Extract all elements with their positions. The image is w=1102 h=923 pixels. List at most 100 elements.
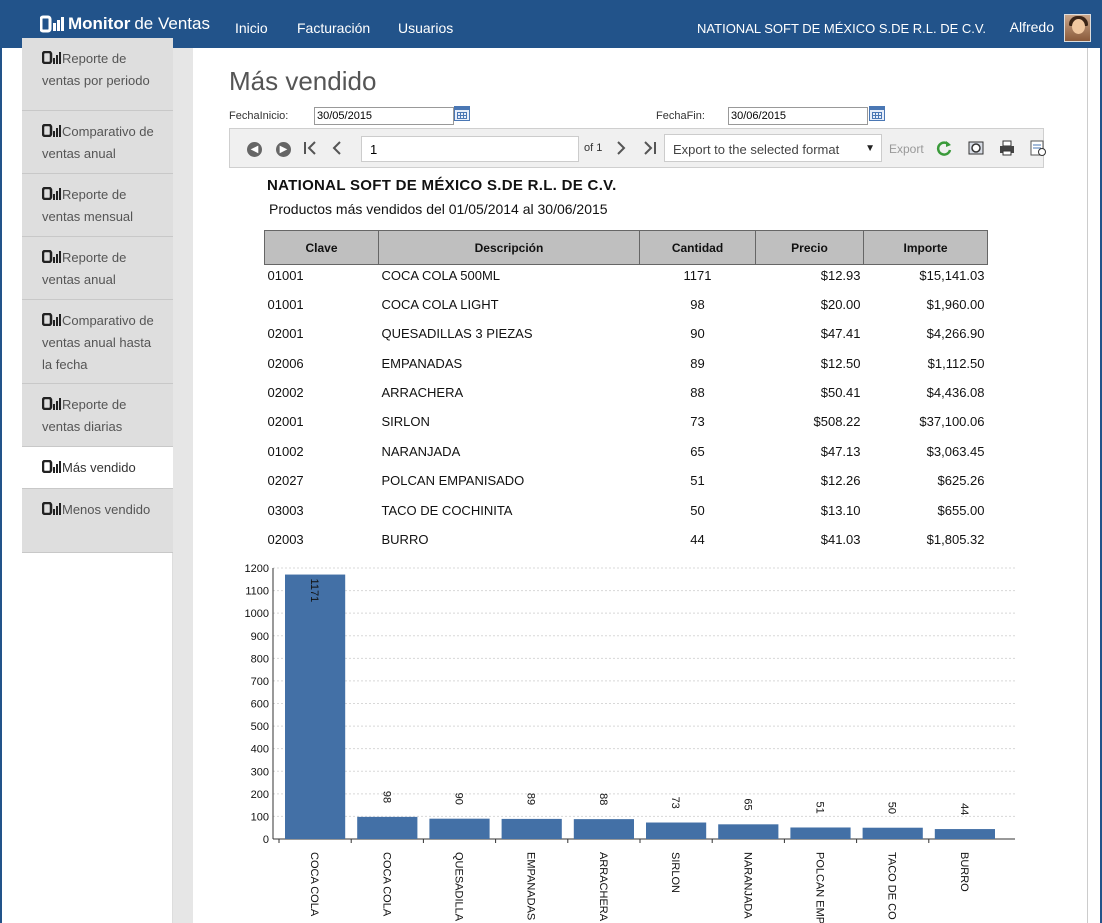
fecha-fin-input[interactable] [728, 107, 868, 125]
table-row: 02001 SIRLON 73 $508.22 $37,100.06 [265, 411, 988, 440]
next-page-icon[interactable] [612, 139, 630, 157]
cell-clave: 02002 [267, 385, 304, 401]
export-format-value: Export to the selected format [673, 142, 840, 157]
sidebar-item-label: Más vendido [62, 460, 136, 475]
bar[interactable] [718, 824, 779, 839]
sidebar-item-ventas-periodo[interactable]: Reporte de ventas por periodo [22, 38, 173, 111]
bar[interactable] [646, 822, 707, 839]
calendar-icon[interactable] [454, 106, 470, 121]
sidebar-item-comparativo-hasta-fecha[interactable]: Comparativo de ventas anual hasta la fec… [22, 300, 173, 384]
main-content: Más vendido FechaInicio: FechaFin: ◀ ▶ o… [193, 48, 1087, 923]
cell-clave: 03003 [267, 502, 304, 518]
calendar-icon[interactable] [869, 106, 885, 121]
sidebar-item-label: Reporte de ventas por periodo [42, 51, 150, 88]
cell-clave: 01002 [267, 443, 304, 459]
cell-descripcion: ARRACHERA [381, 385, 464, 401]
x-tick-label: EMPANADAS [525, 852, 537, 920]
sidebar-item-ventas-diarias[interactable]: Reporte de ventas diarias [22, 384, 173, 447]
cell-precio: $12.93 [820, 268, 861, 283]
nav-usuarios[interactable]: Usuarios [398, 20, 454, 36]
avatar-face [1072, 19, 1085, 34]
cell-precio: $50.41 [820, 385, 861, 401]
sidebar-item-ventas-mensual[interactable]: Reporte de ventas mensual [22, 174, 173, 237]
y-tick-label: 100 [251, 811, 269, 823]
refresh-icon[interactable] [935, 139, 953, 157]
y-tick-label: 800 [251, 653, 269, 665]
nav-inicio[interactable]: Inicio [235, 20, 268, 36]
sidebar-item-mas-vendido[interactable]: Más vendido [22, 447, 173, 489]
x-tick-label: NARANJADA [741, 852, 753, 919]
cell-cantidad: 44 [690, 532, 705, 548]
user-name[interactable]: Alfredo [1009, 19, 1054, 35]
sidebar-item-label: Menos vendido [62, 502, 151, 517]
prev-page-icon[interactable] [328, 139, 346, 157]
sidebar-item-comparativo-anual[interactable]: Comparativo de ventas anual [22, 111, 173, 174]
cell-cantidad: 90 [690, 326, 705, 342]
forward-icon[interactable]: ▶ [276, 142, 291, 157]
data-label: 50 [886, 802, 898, 814]
cell-descripcion: BURRO [381, 532, 429, 548]
column-header-descripcion: Descripción [378, 230, 640, 265]
cell-cantidad: 51 [690, 473, 705, 489]
bar[interactable] [285, 574, 346, 839]
cell-cantidad: 88 [690, 385, 705, 401]
data-label: 65 [741, 798, 753, 810]
cell-precio: $20.00 [820, 296, 861, 312]
y-tick-label: 200 [251, 789, 269, 801]
report-icon [41, 500, 62, 516]
cell-clave: 01001 [267, 296, 304, 312]
bar[interactable] [501, 818, 562, 839]
bar[interactable] [790, 827, 851, 839]
page-title: Más vendido [229, 66, 377, 96]
brand-logo[interactable]: Monitor de Ventas [39, 14, 210, 34]
sidebar-item-ventas-anual[interactable]: Reporte de ventas anual [22, 237, 173, 300]
bar[interactable] [357, 816, 418, 839]
y-tick-label: 300 [251, 766, 269, 778]
bar-chart: 0 100 200 300 400 500 600 700 800 900 1000 1100 1200… [245, 563, 1015, 923]
cell-clave: 02006 [267, 355, 304, 371]
bar[interactable] [573, 819, 634, 839]
bar[interactable] [862, 827, 923, 839]
first-page-icon[interactable] [302, 139, 320, 157]
cell-clave: 02003 [267, 532, 304, 548]
data-label: 44 [958, 803, 970, 815]
last-page-icon[interactable] [640, 139, 658, 157]
right-scroll-track[interactable] [1087, 48, 1102, 923]
left-frame [0, 48, 22, 923]
sidebar-item-menos-vendido[interactable]: Menos vendido [22, 489, 173, 553]
sidebar-item-label: Comparativo de ventas anual hasta la fec… [42, 313, 154, 372]
cell-importe: $4,436.08 [926, 385, 985, 401]
print-icon[interactable] [998, 139, 1016, 157]
zoom-page-icon[interactable] [967, 139, 985, 157]
back-icon[interactable]: ◀ [247, 142, 262, 157]
email-icon[interactable] [1029, 139, 1047, 157]
avatar[interactable] [1064, 14, 1091, 42]
page-number-input[interactable] [361, 136, 579, 162]
company-name: NATIONAL SOFT DE MÉXICO S.DE R.L. DE C.V… [697, 21, 986, 36]
x-tick-label: ARRACHERA [597, 852, 609, 922]
sidebar-item-label: Reporte de ventas anual [42, 250, 127, 287]
report-icon [41, 122, 62, 138]
fecha-fin-label: FechaFin: [656, 110, 705, 122]
fecha-inicio-input[interactable] [314, 107, 454, 125]
sidebar-item-label: Reporte de ventas diarias [42, 397, 127, 434]
cell-importe: $625.26 [937, 473, 985, 489]
y-tick-label: 1200 [245, 563, 269, 575]
bar[interactable] [934, 829, 995, 839]
cell-cantidad: 98 [690, 296, 705, 312]
bar[interactable] [429, 818, 490, 839]
table-row: 01001 COCA COLA 500ML 1171 $12.93 $15,141.03 [265, 265, 988, 294]
content-gutter [173, 48, 193, 923]
x-tick-label: COCA COLA [308, 852, 320, 917]
top-navbar: Monitor de Ventas Inicio Facturación Usu… [0, 0, 1102, 48]
cell-descripcion: SIRLON [381, 414, 430, 430]
export-format-select[interactable]: Export to the selected format ▼ [664, 134, 882, 162]
y-tick-label: 400 [251, 744, 269, 756]
x-tick-label: SIRLON [669, 852, 681, 893]
report-toolbar: ◀ ▶ of 1 Export to the selected format ▼… [229, 128, 1047, 168]
y-tick-label: 600 [251, 699, 269, 711]
nav-facturacion[interactable]: Facturación [297, 20, 371, 36]
sidebar-item-label: Reporte de ventas mensual [42, 187, 134, 224]
export-link[interactable]: Export [889, 142, 924, 156]
cell-descripcion: POLCAN EMPANISADO [381, 473, 525, 489]
